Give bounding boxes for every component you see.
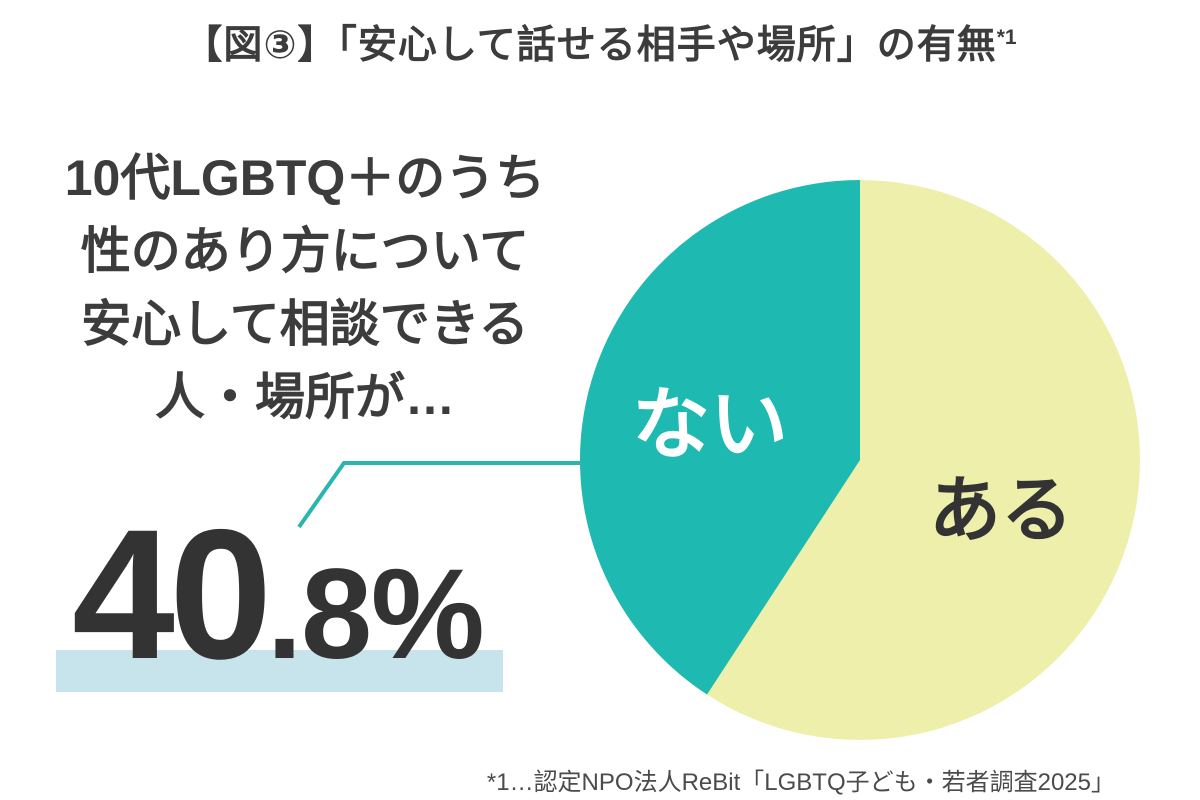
figure-title: 【図③】「安心して話せる相手や場所」の有無*1 [0,22,1200,71]
figure-title-text: 【図③】「安心して話せる相手や場所」の有無 [183,24,997,67]
footnote-marker: *1 [996,26,1017,49]
lead-line-1: 10代LGBTQ＋のうち [64,150,546,206]
stat-value: 40.8% [72,492,485,698]
stat-value-decimal: .8% [266,543,485,686]
lead-line-4: 人・場所が… [155,369,455,425]
lead-line-3: 安心して相談できる [81,296,529,352]
stat-value-main: 40 [72,492,272,698]
pie-slice-nai [580,180,860,695]
lead-line-2: 性のあり方について [80,223,530,279]
source-footnote: *1…認定NPO法人ReBit「LGBTQ子ども・若者調査2025」 [486,769,1115,796]
callout-line [297,461,584,529]
stat-highlight-bar [56,650,503,692]
lead-text: 10代LGBTQ＋のうち 性のあり方について 安心して相談できる 人・場所が… [0,142,610,434]
pie-label-nai: ない [631,380,789,468]
pie-label-aru: ある [928,471,1074,551]
